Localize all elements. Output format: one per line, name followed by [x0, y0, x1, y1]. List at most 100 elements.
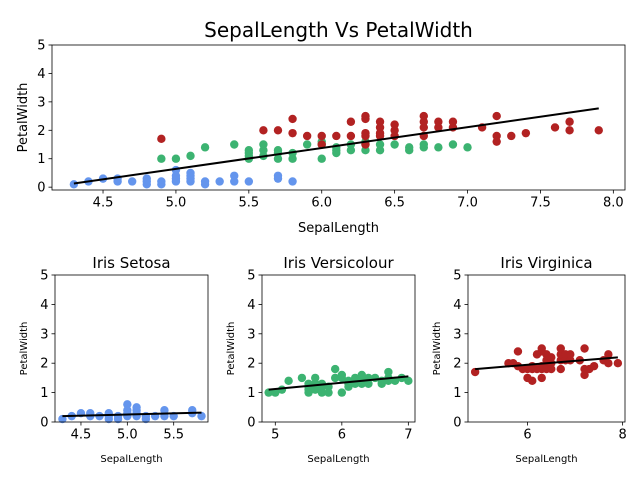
y-tick-label: 3 — [247, 327, 255, 342]
x-axis-label: SepalLength — [307, 454, 369, 465]
data-point — [330, 373, 340, 383]
data-point — [197, 411, 206, 421]
data-point — [311, 373, 320, 383]
data-point — [513, 347, 523, 356]
data-point — [123, 400, 132, 409]
data-point — [346, 131, 356, 141]
x-tick-label: 4.5 — [71, 428, 92, 443]
data-point — [230, 171, 239, 180]
y-tick-label: 4 — [40, 298, 48, 313]
x-tick-label: 8.0 — [603, 196, 624, 211]
data-point — [404, 376, 413, 386]
data-point — [346, 117, 356, 126]
chart-3: 6 8 0 1 2 3 4 5 Iris Virginica SepalLength PetalWi… — [432, 254, 627, 465]
data-point — [160, 406, 169, 415]
data-point — [317, 140, 326, 149]
data-point — [550, 123, 560, 132]
data-point — [537, 344, 546, 353]
y-tick-label: 5 — [40, 269, 48, 284]
data-point — [556, 364, 565, 374]
data-point — [259, 126, 268, 135]
x-tick-label: 5.0 — [117, 428, 138, 443]
y-tick-label: 0 — [40, 416, 48, 431]
x-tick-label: 6.5 — [384, 196, 405, 211]
data-point — [302, 131, 312, 141]
data-point — [244, 146, 254, 155]
y-tick-label: 4 — [247, 298, 255, 313]
data-point — [419, 140, 428, 149]
data-point — [332, 131, 341, 141]
data-point — [230, 140, 239, 149]
y-tick-label: 2 — [453, 357, 461, 372]
plot-frame — [467, 274, 626, 423]
data-point — [123, 406, 132, 415]
data-point — [324, 388, 333, 397]
data-point — [375, 140, 385, 149]
data-point — [215, 177, 224, 186]
y-tick-label: 4 — [453, 298, 461, 313]
data-point — [521, 128, 531, 138]
x-axis-label: SepalLength — [298, 221, 379, 236]
data-point — [127, 177, 137, 186]
x-tick-label: 5 — [271, 428, 279, 443]
data-point — [288, 177, 297, 186]
x-axis-label: SepalLength — [515, 454, 577, 465]
y-tick-label: 2 — [247, 357, 255, 372]
data-point — [364, 379, 373, 388]
data-point — [186, 151, 195, 161]
regression-line — [62, 411, 202, 418]
data-point — [604, 350, 613, 359]
chart-title: Iris Virginica — [500, 254, 592, 272]
data-point — [492, 131, 501, 141]
chart-0: 4.5 5.0 5.5 6.0 6.5 7.0 7.5 8.0 0 1 2 3 4 5 SepalLengt… — [16, 18, 626, 236]
data-point — [186, 168, 195, 178]
y-tick-label: 1 — [40, 386, 48, 401]
data-point — [537, 373, 546, 383]
data-point — [589, 361, 599, 371]
y-tick-label: 5 — [37, 39, 45, 54]
data-point — [317, 131, 326, 141]
x-tick-label: 8 — [618, 428, 626, 443]
data-point — [317, 154, 326, 163]
data-point — [171, 154, 181, 163]
x-tick-label: 4.5 — [93, 196, 114, 211]
regression-line — [73, 107, 599, 185]
data-point — [302, 140, 312, 149]
data-point — [361, 111, 370, 121]
y-tick-label: 3 — [40, 327, 48, 342]
data-point — [317, 388, 327, 397]
data-point — [157, 154, 166, 163]
data-point — [264, 388, 273, 397]
data-point — [142, 174, 151, 183]
data-point — [330, 364, 340, 374]
y-tick-label: 3 — [453, 327, 461, 342]
x-tick-label: 6 — [338, 428, 346, 443]
y-axis-label: PetalWidth — [226, 322, 237, 376]
chart-1: 4.5 5.0 5.5 0 1 2 3 4 5 Iris Setosa SepalLength Pet… — [19, 254, 209, 465]
chart-title: Iris Setosa — [92, 254, 170, 272]
y-tick-label: 1 — [37, 152, 45, 167]
data-point — [273, 126, 283, 135]
data-point — [434, 117, 443, 126]
x-tick-label: 7 — [404, 428, 412, 443]
data-point — [463, 143, 472, 152]
data-point — [604, 359, 613, 368]
data-point — [405, 143, 414, 152]
data-point — [492, 111, 501, 121]
data-point — [580, 370, 589, 380]
data-point — [565, 126, 574, 135]
data-point — [350, 373, 360, 383]
data-point — [470, 367, 480, 377]
y-tick-label: 3 — [37, 95, 45, 110]
plot-frame — [54, 274, 209, 423]
y-tick-label: 5 — [247, 269, 255, 284]
data-point — [613, 359, 623, 368]
y-tick-label: 0 — [247, 416, 255, 431]
data-point — [297, 373, 307, 383]
data-point — [507, 131, 516, 141]
y-tick-label: 0 — [453, 416, 461, 431]
data-point — [375, 117, 385, 126]
x-tick-label: 5.5 — [238, 196, 259, 211]
plot-frame — [51, 44, 626, 191]
data-point — [288, 128, 297, 138]
